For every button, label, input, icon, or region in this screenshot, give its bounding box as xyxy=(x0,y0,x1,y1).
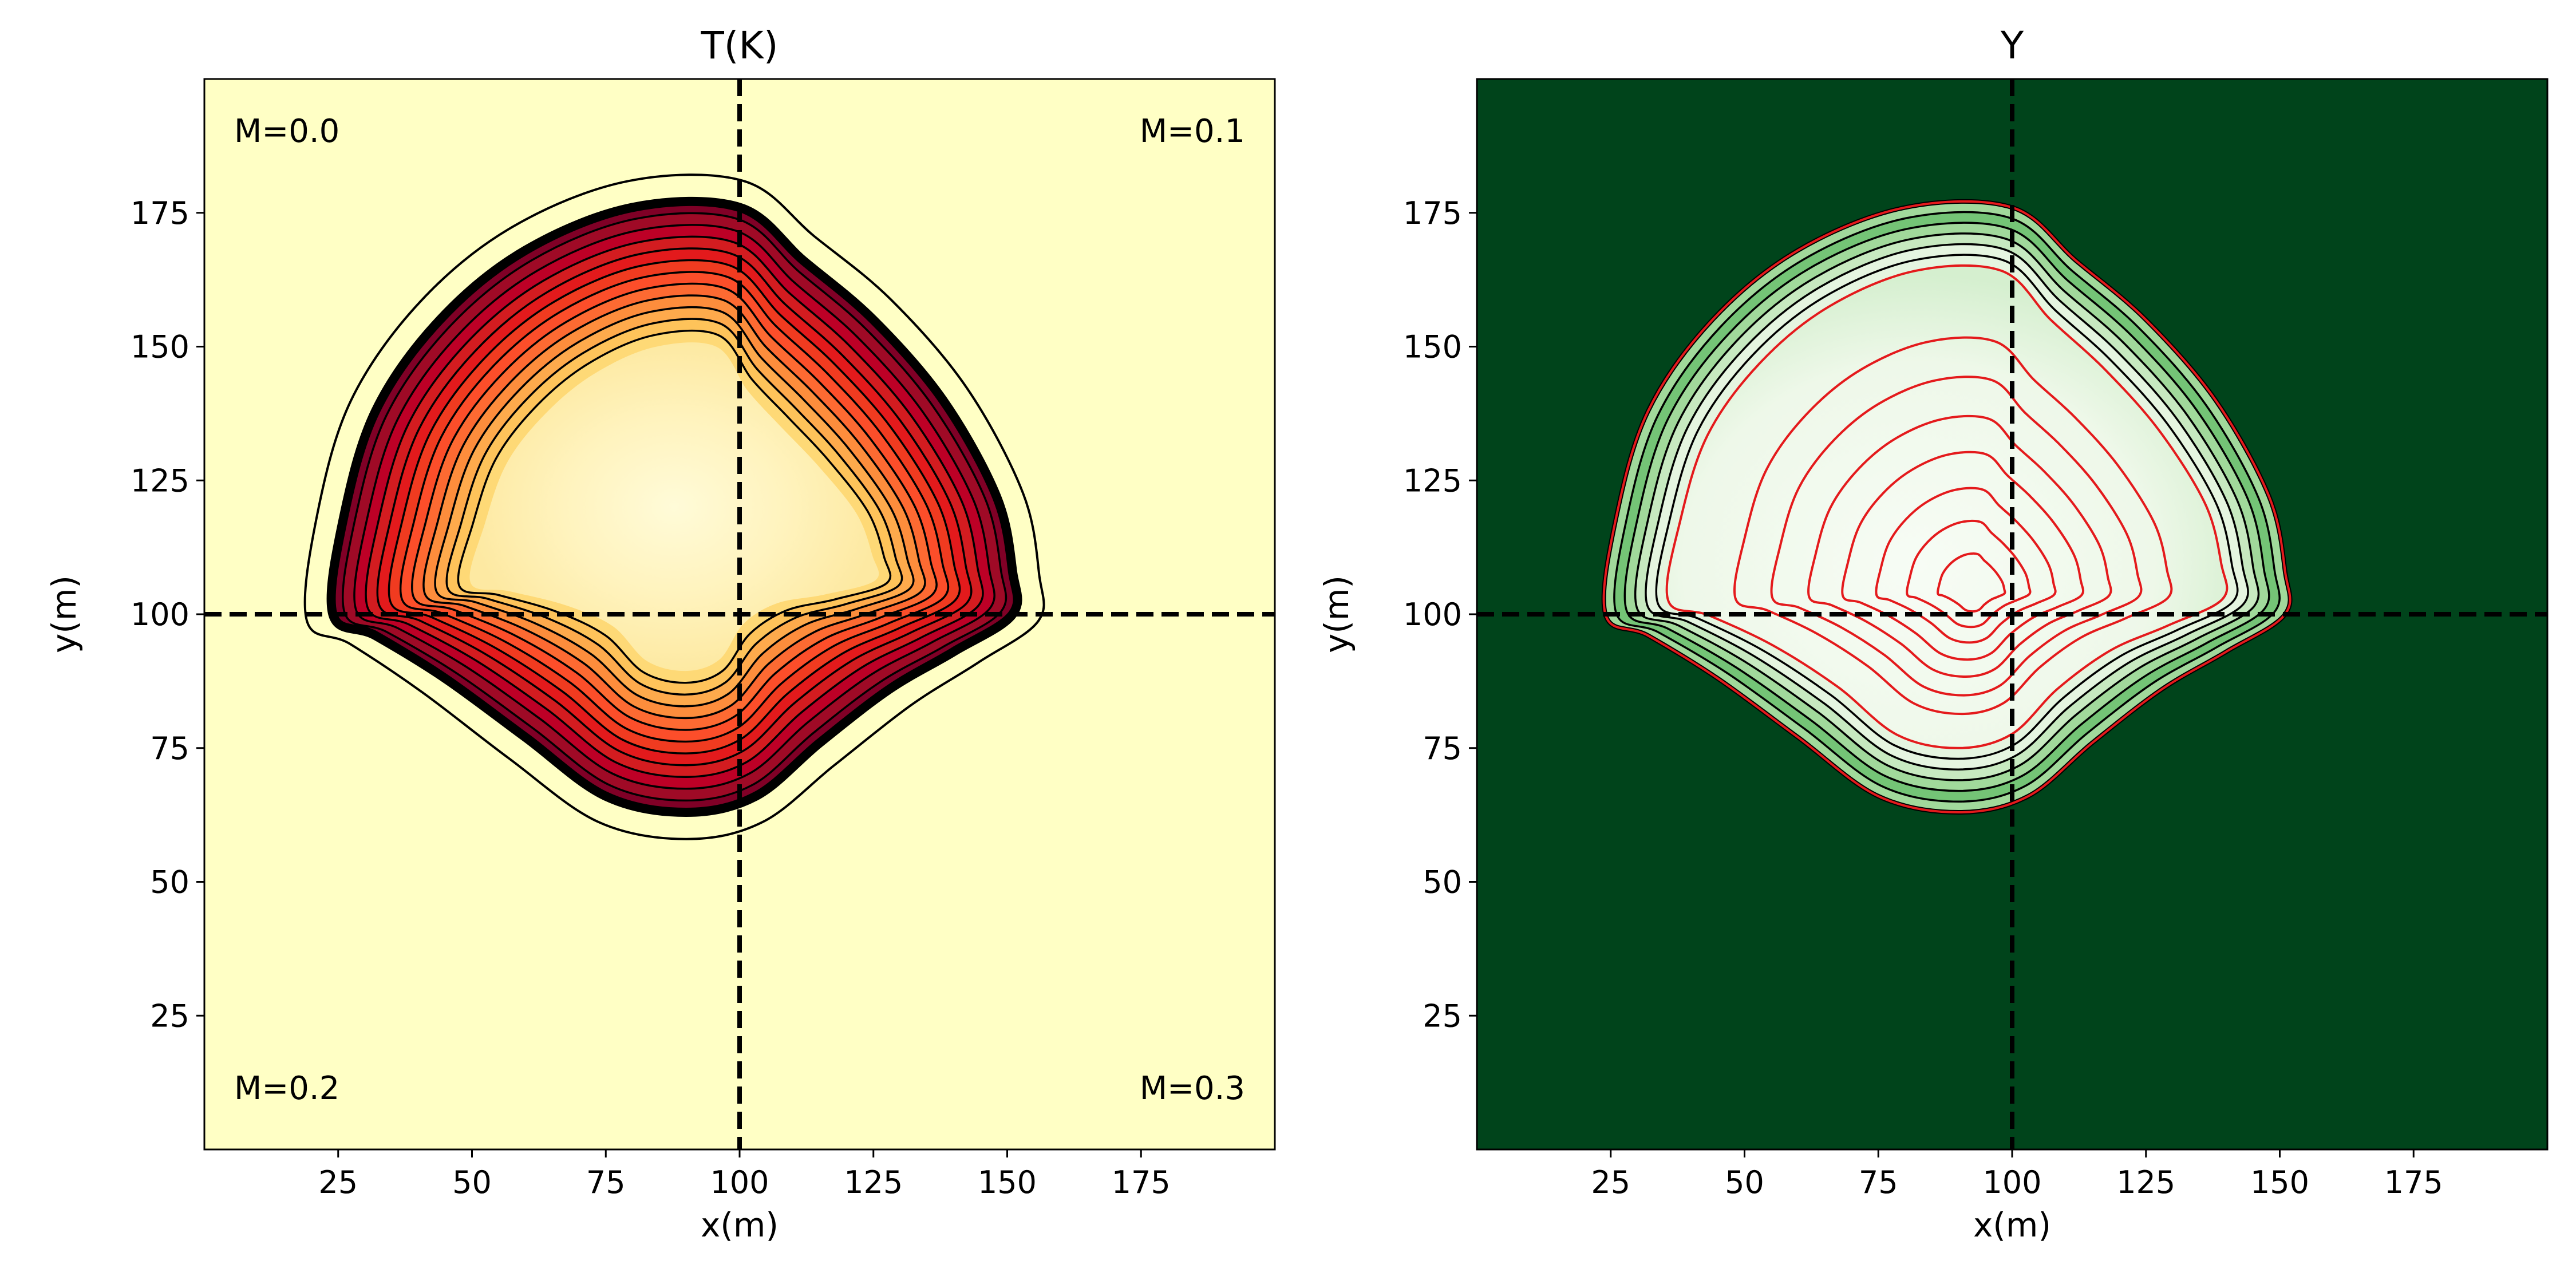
temperature-contour xyxy=(457,329,892,684)
red-contour xyxy=(1841,451,2085,661)
x-tick-label: 75 xyxy=(586,1164,626,1200)
y-tick-label: 150 xyxy=(1403,329,1462,365)
red-contour xyxy=(1770,376,2143,697)
panel-title: Y xyxy=(2000,23,2024,68)
x-tick-label: 75 xyxy=(1859,1164,1898,1200)
temperature-contour xyxy=(353,224,995,790)
y-tick-label: 50 xyxy=(150,864,189,900)
red-contour xyxy=(1875,487,2057,644)
y-tick-label: 125 xyxy=(131,463,189,499)
x-tick-label: 25 xyxy=(318,1164,358,1200)
panel-title: T(K) xyxy=(700,23,778,68)
quadrant-annotation: M=0.1 xyxy=(1140,113,1245,150)
y-tick-label: 25 xyxy=(150,998,189,1034)
plot-area xyxy=(204,79,1275,1149)
temperature-contour xyxy=(388,259,961,754)
y-tick-label: 50 xyxy=(1423,864,1462,900)
x-tick-label: 175 xyxy=(1112,1164,1171,1200)
burnt-core xyxy=(469,342,879,671)
x-tick-label: 175 xyxy=(2384,1164,2443,1200)
y-tick-label: 125 xyxy=(1403,463,1462,499)
temperature-contour xyxy=(376,247,973,767)
x-axis-label: x(m) xyxy=(701,1206,779,1244)
x-tick-label: 125 xyxy=(844,1164,903,1200)
x-tick-label: 100 xyxy=(710,1164,769,1200)
temperature-contour xyxy=(434,306,915,708)
y-tick-label: 100 xyxy=(131,596,189,633)
y-tick-label: 175 xyxy=(131,195,189,231)
y-tick-label: 25 xyxy=(1423,998,1462,1034)
temperature-contour xyxy=(342,212,1008,802)
panel-2: 25 50 75 100 125 150 175 25 50 75 100 125 150 175 Yx(m… xyxy=(1317,23,2549,1244)
x-tick-label: 125 xyxy=(2116,1164,2175,1200)
red-contour xyxy=(1733,336,2173,716)
y-tick-label: 100 xyxy=(1403,596,1462,633)
quadrant-annotation: M=0.2 xyxy=(234,1070,339,1107)
red-contour xyxy=(1665,264,2229,749)
fuel-contour xyxy=(1645,243,2249,771)
fuel-contour xyxy=(1634,232,2260,781)
y-tick-label: 175 xyxy=(1403,195,1462,231)
x-tick-label: 25 xyxy=(1591,1164,1630,1200)
quadrant-annotation: M=0.0 xyxy=(234,113,339,150)
y-tick-label: 75 xyxy=(150,730,189,767)
y-tick-label: 150 xyxy=(131,329,189,365)
x-axis-label: x(m) xyxy=(1973,1206,2051,1244)
red-contour xyxy=(1602,200,2291,814)
fuel-contour xyxy=(1623,222,2270,792)
x-tick-label: 150 xyxy=(978,1164,1037,1200)
panel-1: 25 50 75 100 125 150 175 25 50 75 100 125 150 175 T(K)… xyxy=(45,23,1276,1244)
x-tick-label: 100 xyxy=(1982,1164,2041,1200)
temperature-contour xyxy=(422,294,926,720)
temperature-contour xyxy=(365,235,984,778)
temperature-contour xyxy=(410,282,938,731)
temperature-contour xyxy=(445,318,903,696)
red-contour xyxy=(1906,519,2032,629)
y-tick-label: 75 xyxy=(1423,730,1462,767)
fire-front-contour xyxy=(326,196,1022,817)
y-axis-label: y(m) xyxy=(1317,575,1356,653)
red-contour xyxy=(1807,414,2112,678)
x-tick-label: 50 xyxy=(1725,1164,1764,1200)
x-tick-label: 50 xyxy=(452,1164,492,1200)
y-axis-label: y(m) xyxy=(45,575,84,653)
plot-area xyxy=(1477,79,2547,1149)
fuel-contour xyxy=(1655,254,2239,760)
quadrant-annotation: M=0.3 xyxy=(1140,1070,1245,1107)
temperature-contour xyxy=(399,271,950,743)
x-tick-label: 150 xyxy=(2250,1164,2309,1200)
outer-contour xyxy=(303,173,1045,840)
red-contour xyxy=(1937,552,2006,613)
fuel-contour xyxy=(1613,211,2281,803)
